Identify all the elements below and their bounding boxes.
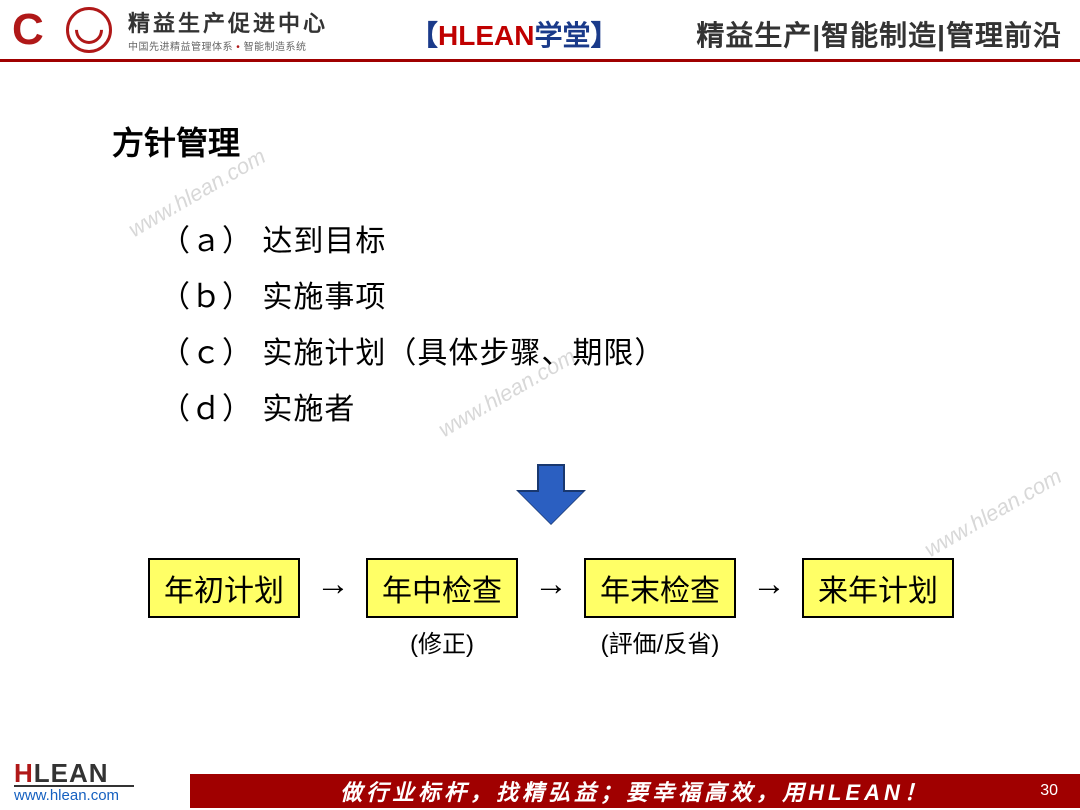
flow-sub: (評価/反省): [601, 624, 720, 659]
footer-slogan: 做行业标杆，找精弘益；要幸福高效，用HLEAN！: [340, 775, 930, 807]
flow-box: 来年计划: [802, 558, 954, 618]
flow-arrow-icon: →: [316, 558, 350, 610]
flow-row: 年初计划 → 年中检查 (修正) → 年末检查 (評価/反省) → 来年计划: [112, 558, 990, 659]
flow-step: 年末检查 (評価/反省): [584, 558, 736, 659]
flow-box: 年末检查: [584, 558, 736, 618]
flow-box: 年中检查: [366, 558, 518, 618]
down-arrow-container: [112, 464, 990, 524]
logo-title: 精益生产促进中心: [128, 6, 328, 38]
header-right-text: 精益生产|智能制造|管理前沿: [696, 14, 1062, 54]
footer-bar: 做行业标杆，找精弘益；要幸福高效，用HLEAN！ 30: [190, 774, 1080, 808]
logo-circle-icon: [66, 7, 112, 53]
flow-step: 年初计划: [148, 558, 300, 618]
logo-c-icon: C: [12, 6, 60, 54]
header-center-badge: 【HLEAN学堂】: [410, 14, 619, 54]
flow-arrow-icon: →: [534, 558, 568, 610]
footer-logo: HLEAN www.hlean.com: [14, 758, 134, 804]
flow-step: 来年计划: [802, 558, 954, 618]
list-item: （ａ） 达到目标: [160, 214, 990, 270]
logo-text: 精益生产促进中心 中国先进精益管理体系 • 智能制造系统: [128, 6, 328, 53]
list-item: （ｂ） 实施事项: [160, 270, 990, 326]
header-bar: C 精益生产促进中心 中国先进精益管理体系 • 智能制造系统 【HLEAN学堂】…: [0, 0, 1080, 62]
flow-sub: (修正): [410, 624, 474, 659]
flow-box: 年初计划: [148, 558, 300, 618]
flow-step: 年中检查 (修正): [366, 558, 518, 659]
footer: HLEAN www.hlean.com 做行业标杆，找精弘益；要幸福高效，用HL…: [0, 752, 1080, 810]
item-list: （ａ） 达到目标 （ｂ） 实施事项 （ｃ） 实施计划（具体步骤、期限） （ｄ） …: [160, 214, 990, 438]
page-number: 30: [1040, 782, 1058, 800]
slide-content: 方针管理 （ａ） 达到目标 （ｂ） 实施事项 （ｃ） 实施计划（具体步骤、期限）…: [0, 62, 1080, 659]
down-arrow-icon: [519, 464, 583, 524]
logo-block: C 精益生产促进中心 中国先进精益管理体系 • 智能制造系统: [12, 6, 328, 54]
list-item: （ｃ） 实施计划（具体步骤、期限）: [160, 326, 990, 382]
flow-arrow-icon: →: [752, 558, 786, 610]
logo-subtitle: 中国先进精益管理体系 • 智能制造系统: [128, 38, 328, 53]
list-item: （ｄ） 实施者: [160, 382, 990, 438]
slide-title: 方针管理: [112, 118, 990, 164]
footer-url: www.hlean.com: [14, 787, 134, 804]
